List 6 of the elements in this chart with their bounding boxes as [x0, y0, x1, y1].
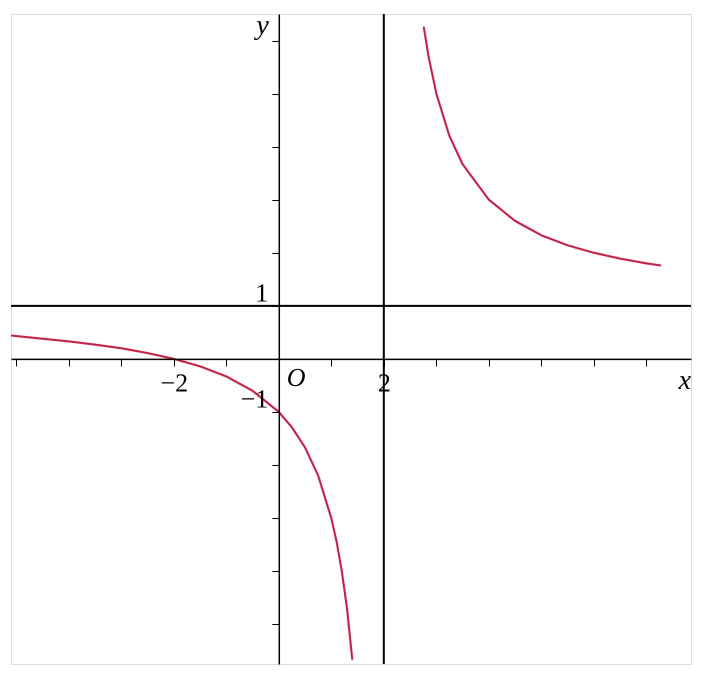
y-tick-label: −1 [240, 384, 268, 414]
x-axis-title: x [678, 364, 692, 396]
x-tick-label: −2 [160, 368, 188, 398]
annotation: O [286, 362, 306, 392]
y-tick-label: 1 [255, 278, 268, 308]
y-axis-title: y [253, 10, 270, 41]
